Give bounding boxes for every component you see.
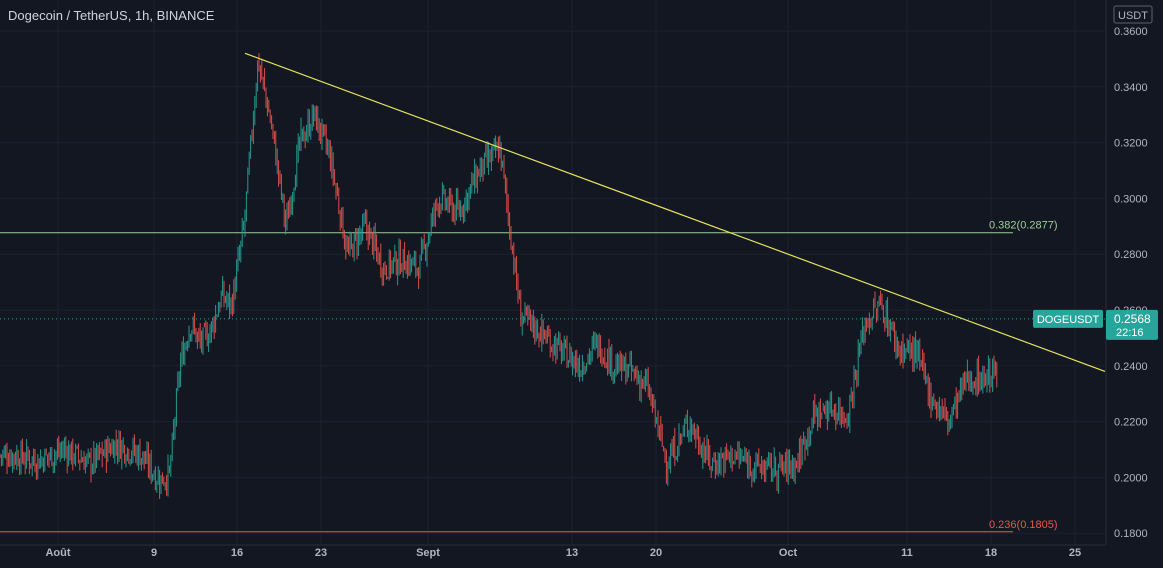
trendline[interactable] (244, 52, 1106, 372)
currency-label: USDT (1118, 10, 1148, 22)
current-price-label: 0.2568 (1114, 312, 1151, 326)
x-tick-label: Août (45, 547, 70, 559)
y-tick-label: 0.3400 (1114, 82, 1148, 94)
y-tick-label: 0.2000 (1114, 472, 1148, 484)
chart-grid (0, 0, 1105, 545)
x-tick-label: Sept (416, 547, 440, 559)
x-tick-label: 25 (1069, 547, 1081, 559)
x-tick-label: 18 (985, 547, 997, 559)
candlestick-series (0, 53, 998, 499)
x-tick-label: 16 (231, 547, 243, 559)
y-tick-label: 0.2400 (1114, 361, 1148, 373)
symbol-tag-label: DOGEUSDT (1037, 314, 1100, 326)
x-tick-label: 23 (315, 547, 327, 559)
fib-level-label: 0.236(0.1805) (989, 519, 1058, 531)
x-tick-label: Oct (779, 547, 798, 559)
currency-badge[interactable] (1113, 5, 1153, 24)
y-tick-label: 0.3200 (1114, 138, 1148, 150)
x-tick-label: 11 (901, 547, 913, 559)
time-axis[interactable]: Août 9 16 23 Sept 13 20 Oct 11 18 25 (0, 544, 1105, 559)
trendline-layer (244, 52, 1106, 372)
y-tick-label: 0.2200 (1114, 417, 1148, 429)
x-tick-label: 13 (566, 547, 578, 559)
bar-countdown-label: 22:16 (1116, 327, 1144, 339)
fib-level-label: 0.382(0.2877) (989, 220, 1058, 232)
price-axis[interactable]: 0.36000.34000.32000.30000.28000.26000.24… (1105, 0, 1153, 545)
fibonacci-levels: 0.382(0.2877) 0.236(0.1805) (0, 220, 1058, 533)
y-tick-label: 0.3000 (1114, 193, 1148, 205)
y-tick-label: 0.3600 (1114, 26, 1148, 38)
y-tick-label: 0.1800 (1114, 528, 1148, 540)
symbol-tag (1033, 309, 1103, 328)
x-tick-label: 9 (151, 547, 157, 559)
current-price-tag (1106, 309, 1158, 340)
x-tick-label: 20 (650, 547, 662, 559)
chart-title: Dogecoin / TetherUS, 1h, BINANCE (8, 8, 215, 23)
y-tick-label: 0.2800 (1114, 249, 1148, 261)
